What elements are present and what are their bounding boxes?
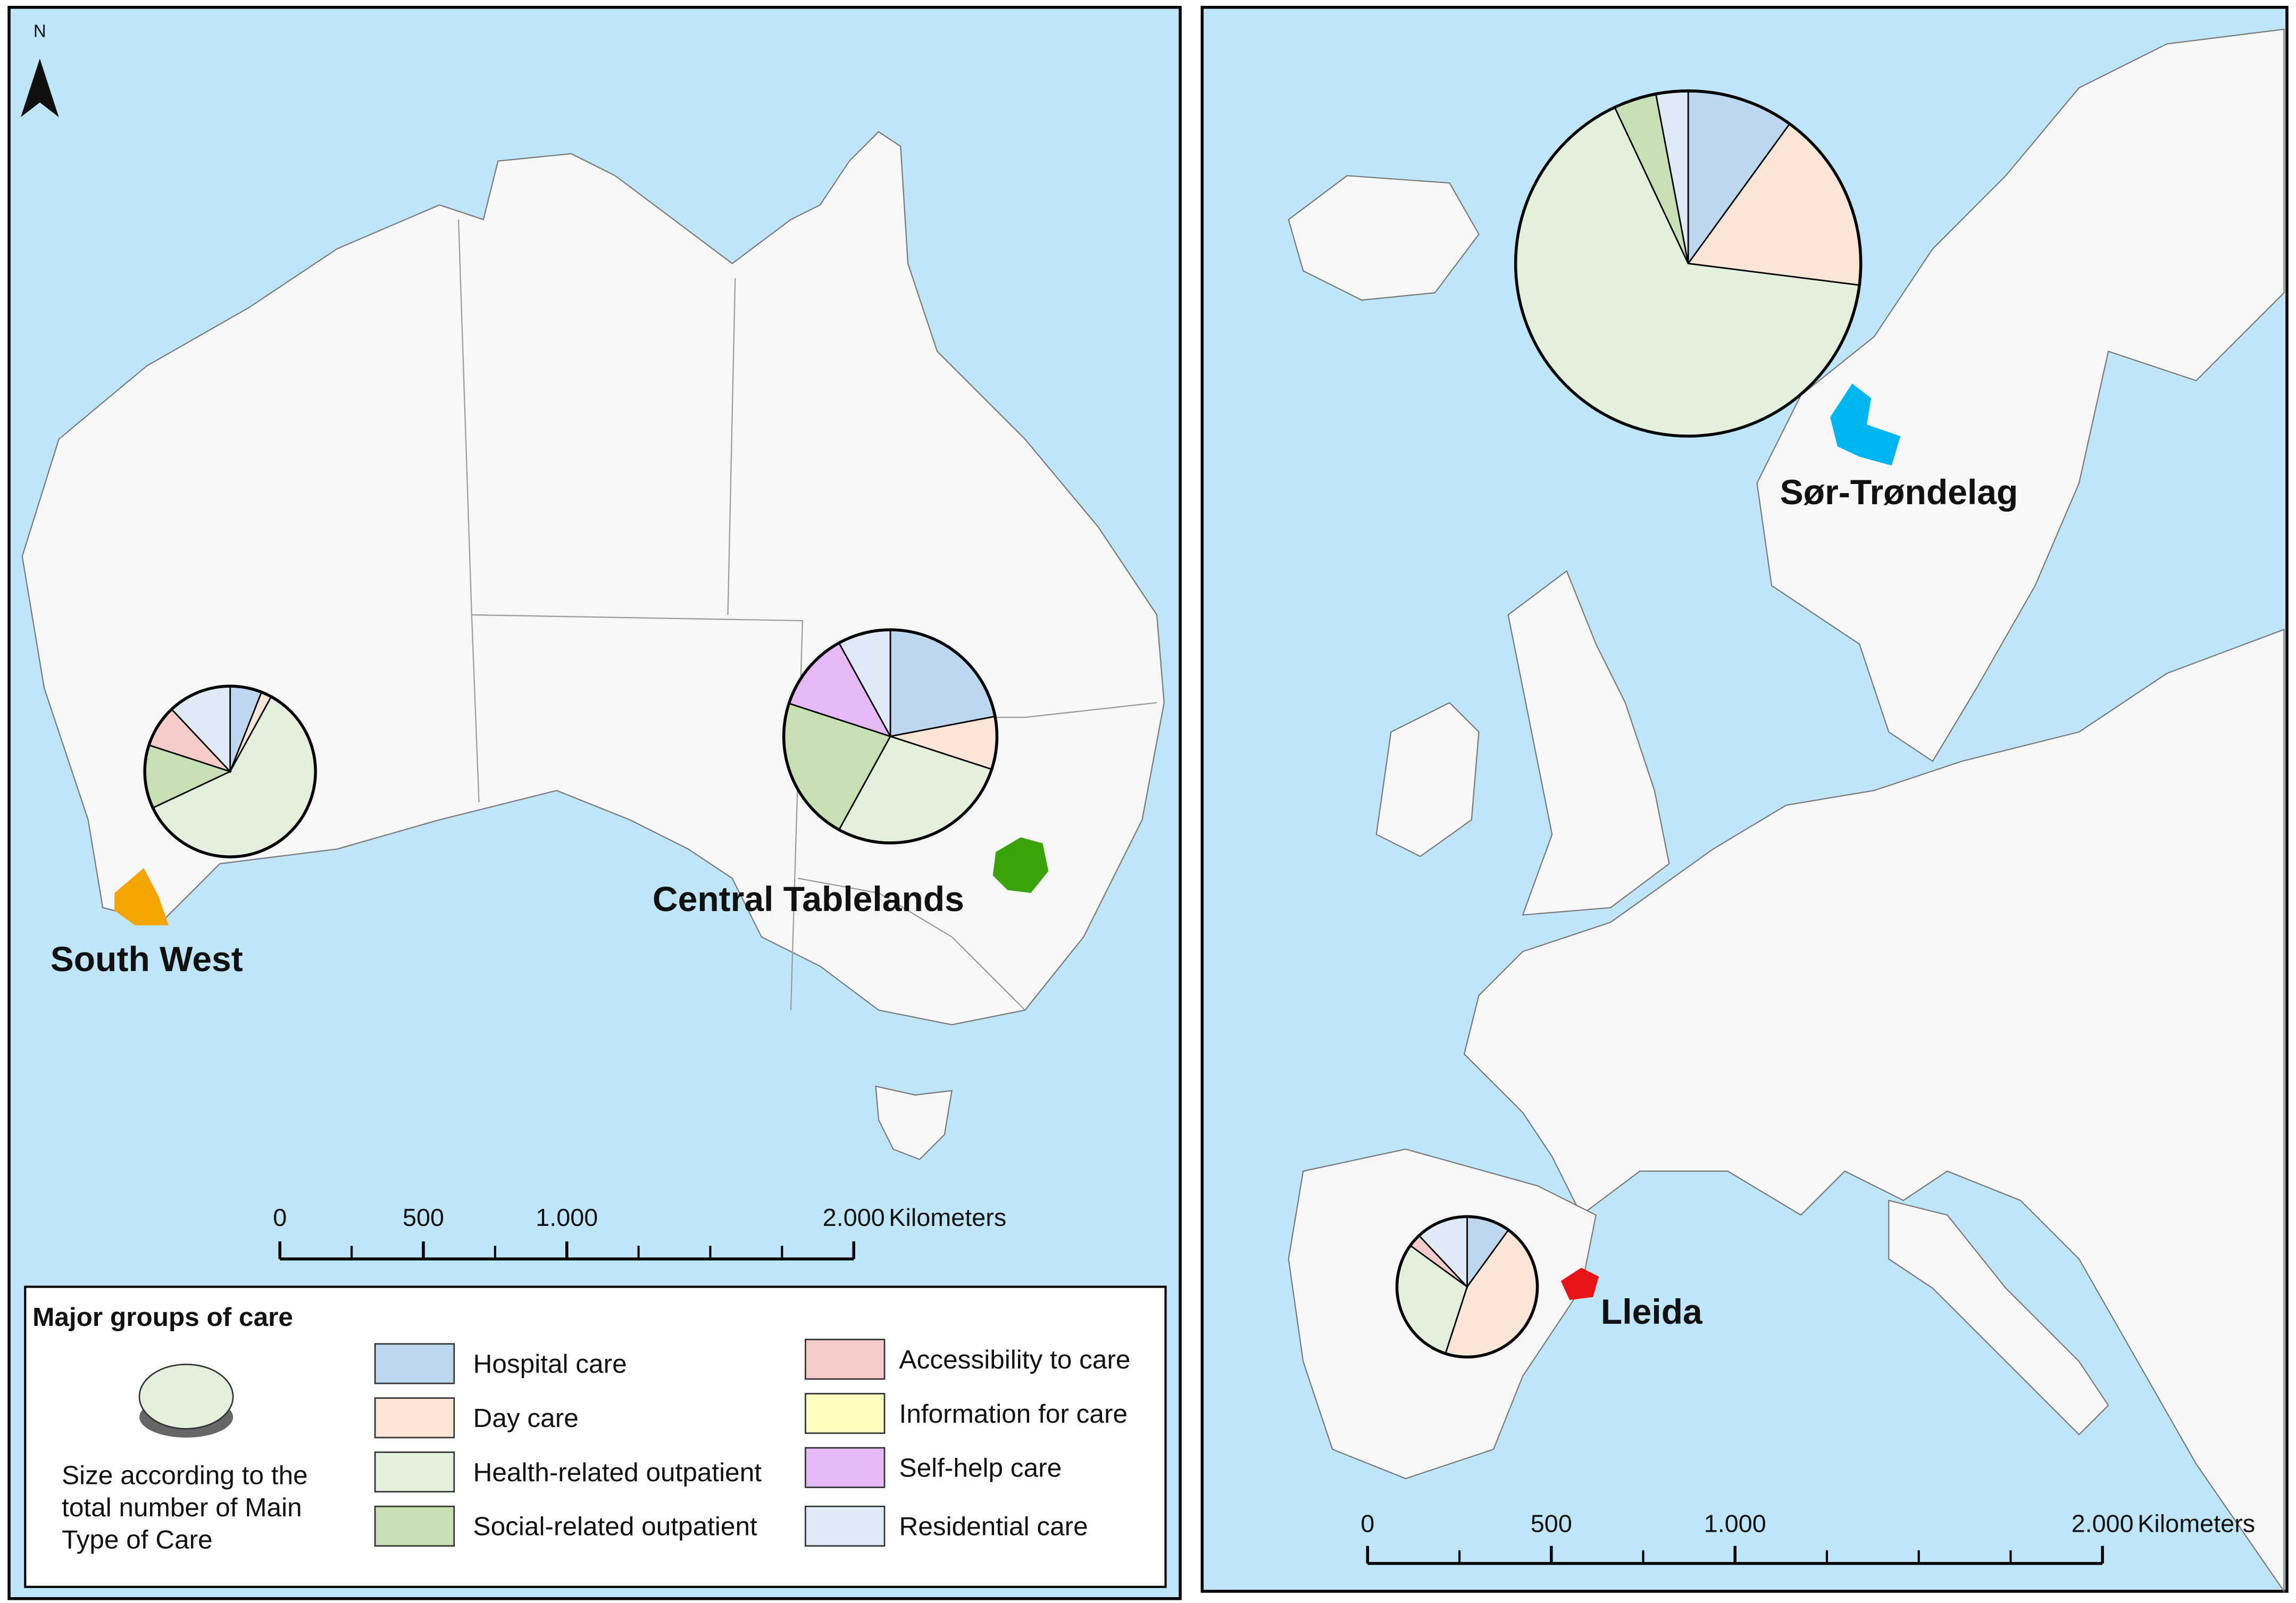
iceland (1288, 175, 1480, 301)
legend-label: Residential care (899, 1512, 1088, 1541)
scale-label: 1.000 (536, 1204, 598, 1231)
scale-label: 500 (1531, 1509, 1572, 1537)
scale-label: 2.000 (2072, 1509, 2134, 1537)
legend-swatch (374, 1451, 455, 1493)
south-west-region (114, 868, 169, 925)
pie-outline (143, 684, 317, 858)
scale-label: 0 (273, 1204, 287, 1231)
legend-label: Accessibility to care (899, 1345, 1131, 1374)
scale-unit: Kilometers (889, 1204, 1006, 1231)
legend-label: Hospital care (473, 1349, 627, 1379)
legend-swatch (374, 1343, 455, 1384)
legend-label: Self-help care (899, 1454, 1062, 1483)
sor-trondelag-region (1830, 383, 1901, 466)
legend-note: Type of Care (62, 1525, 213, 1554)
legend-swatch (805, 1393, 886, 1434)
legend-label: Health-related outpatient (473, 1458, 762, 1487)
legend-box (24, 1285, 1167, 1588)
legend-note: total number of Main (62, 1493, 302, 1522)
place-label: Central Tablelands (653, 879, 964, 919)
legend-swatch (805, 1339, 886, 1380)
italy (1888, 1199, 2109, 1436)
legend-label: Information for care (899, 1399, 1128, 1429)
legend-note: Size according to the (62, 1460, 308, 1490)
legend-icon (138, 1363, 234, 1430)
ireland (1375, 702, 1480, 857)
pie-outline (1395, 1215, 1539, 1359)
scandinavia (1756, 28, 2285, 762)
pie-outline (1514, 89, 1863, 438)
central-tablelands-region (992, 837, 1049, 894)
legend-label: Social-related outpatient (473, 1512, 757, 1541)
legend-swatch (805, 1447, 886, 1488)
north-label: N (34, 21, 46, 40)
state-border (471, 614, 804, 1011)
scale-unit: Kilometers (2138, 1509, 2255, 1537)
scale-label: 2.000 (823, 1204, 885, 1231)
state-border (727, 278, 736, 615)
pie-outline (782, 628, 999, 845)
place-label: Sør-Trøndelag (1780, 472, 2018, 512)
tasmania (875, 1085, 953, 1160)
legend-swatch (374, 1397, 455, 1439)
continent (1463, 628, 2285, 1593)
legend-title: Major groups of care (32, 1303, 293, 1332)
scale-label: 0 (1360, 1509, 1374, 1537)
place-label: South West (51, 939, 243, 979)
north-arrow (21, 59, 59, 118)
legend-label: Day care (473, 1404, 579, 1433)
great-britain (1507, 570, 1670, 916)
scale-label: 1.000 (1704, 1509, 1766, 1537)
state-border (798, 878, 1026, 1011)
legend-swatch (805, 1505, 886, 1547)
scale-label: 500 (403, 1204, 444, 1231)
lleida-region (1560, 1267, 1599, 1300)
legend-swatch (374, 1505, 455, 1547)
place-label: Lleida (1601, 1292, 1703, 1331)
